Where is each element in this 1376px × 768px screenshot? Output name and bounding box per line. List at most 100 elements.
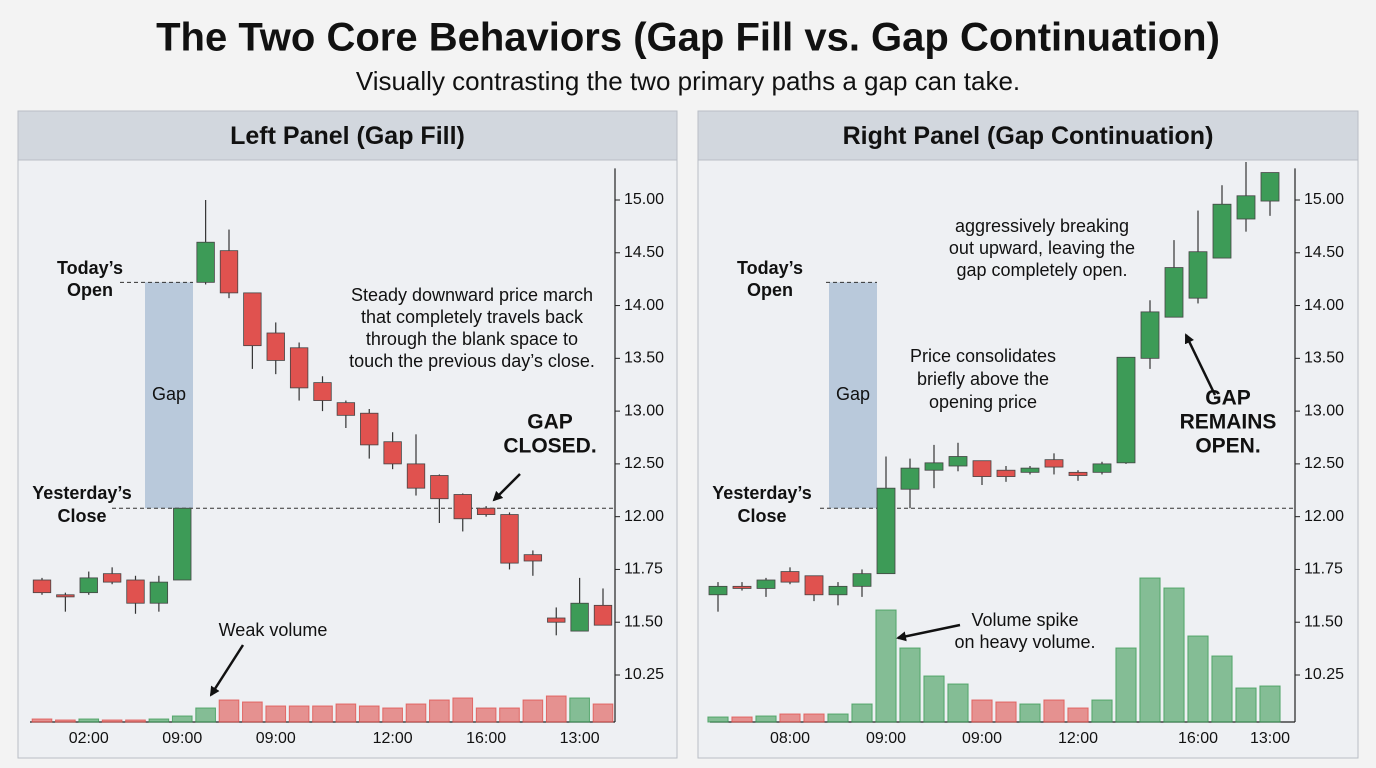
volume-bar (288, 705, 310, 723)
y-tick-label: 12.50 (624, 455, 664, 472)
volume-bar (1115, 647, 1137, 723)
annotation: on heavy volume. (954, 632, 1095, 652)
annotation: GAP (1205, 387, 1251, 410)
volume-bar (265, 705, 287, 723)
candle-body (1140, 311, 1160, 359)
candle-body (56, 594, 75, 598)
candle-body (756, 579, 776, 589)
y-tick-label: 13.00 (1304, 402, 1344, 419)
candle-body (876, 487, 896, 575)
candle-body (924, 462, 944, 471)
volume-bar (78, 718, 100, 723)
volume-bar (1211, 655, 1233, 723)
candle-body (1260, 172, 1280, 202)
volume-bar (101, 719, 123, 723)
candle-body (79, 577, 98, 594)
volume-bar (429, 699, 450, 723)
candle-body (1092, 463, 1112, 473)
volume-bar (335, 703, 357, 723)
annotation: Volume spike (971, 610, 1078, 630)
arrow (1184, 333, 1217, 396)
candle-body (383, 441, 402, 465)
annotation: out upward, leaving the (949, 238, 1135, 258)
volume-bar (731, 716, 753, 723)
panel-header (17, 110, 678, 161)
candle-body (453, 494, 472, 520)
volume-bar (125, 719, 146, 723)
y-tick-label: 11.75 (1304, 561, 1343, 578)
volume-bar (1259, 685, 1281, 723)
volume-bar (1187, 635, 1209, 723)
candle-body (149, 581, 169, 604)
x-tick-label: 09:00 (162, 730, 202, 747)
candle-body (126, 579, 145, 604)
volume-bar (1163, 587, 1185, 723)
candle-body (570, 602, 589, 632)
y-tick-label: 12.00 (624, 508, 664, 525)
gap-zone (145, 282, 193, 509)
volume-bar (499, 707, 520, 723)
volume-bar (1139, 577, 1161, 723)
volume-bar (358, 705, 380, 723)
volume-bar (971, 699, 993, 723)
arrow (492, 473, 521, 502)
candle-body (523, 554, 543, 562)
candle-body (780, 571, 800, 583)
volume-bar (405, 703, 427, 723)
annotation: GAP (527, 411, 573, 434)
candle-body (1020, 467, 1040, 473)
y-tick-label: 15.00 (1304, 191, 1344, 208)
volume-bar (545, 695, 567, 723)
level-label: Today’s (737, 258, 803, 278)
volume-bar (851, 703, 873, 723)
volume-bar (779, 713, 801, 723)
annotation: opening price (929, 392, 1037, 412)
volume-bar (569, 697, 590, 723)
level-label: Close (57, 506, 106, 526)
x-tick-label: 02:00 (69, 730, 109, 747)
y-tick-label: 15.00 (624, 191, 664, 208)
y-tick-label: 11.50 (1304, 613, 1343, 630)
y-tick-label: 13.50 (624, 350, 664, 367)
candle-body (804, 575, 824, 596)
x-tick-label: 09:00 (866, 730, 906, 747)
candle-body (1164, 267, 1184, 318)
arrow (209, 644, 245, 697)
volume-bar (923, 675, 945, 723)
volume-bar (1091, 699, 1113, 723)
candle-body (1188, 251, 1208, 299)
page-title: The Two Core Behaviors (Gap Fill vs. Gap… (156, 16, 1220, 60)
panel-title: Left Panel (Gap Fill) (230, 122, 465, 150)
level-label: Today’s (57, 258, 123, 278)
arrow (896, 623, 961, 642)
candle-body (996, 469, 1016, 477)
candle-body (243, 292, 262, 347)
level-label: Yesterday’s (32, 483, 131, 503)
volume-bar (522, 699, 544, 723)
candle-body (1044, 459, 1064, 468)
annotation: Weak volume (219, 620, 328, 640)
panel-background (17, 110, 678, 759)
panel: Left Panel (Gap Fill) 10.25 11.50 11.75 12.0… (17, 110, 678, 759)
candle-body (547, 617, 566, 623)
volume-bar (947, 683, 969, 723)
candle-body (1116, 356, 1136, 464)
candle-body (360, 412, 379, 446)
volume-bar (1235, 687, 1257, 723)
candle-body (102, 573, 122, 583)
y-tick-label: 14.00 (624, 297, 664, 314)
volume-bar (171, 715, 193, 723)
x-tick-label: 13:00 (1250, 730, 1290, 747)
candle-body (476, 507, 496, 515)
volume-bar (875, 609, 897, 723)
candle-body (1212, 203, 1232, 259)
panel-header (697, 110, 1359, 161)
annotation: REMAINS (1180, 411, 1277, 434)
y-tick-label: 11.75 (624, 561, 663, 578)
volume-bar (827, 713, 849, 723)
annotation: CLOSED. (503, 435, 596, 458)
volume-bar (195, 707, 216, 723)
level-label: Yesterday’s (712, 483, 811, 503)
y-tick-label: 14.00 (1304, 297, 1344, 314)
gap-label: Gap (152, 384, 186, 404)
